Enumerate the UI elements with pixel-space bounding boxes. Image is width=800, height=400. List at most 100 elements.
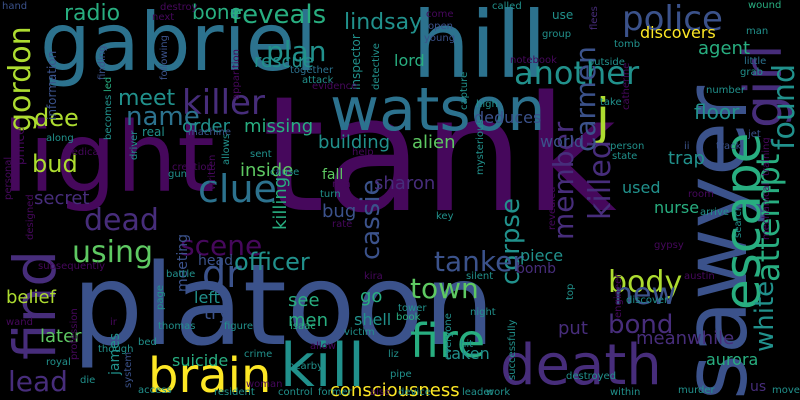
cloud-word-help: help xyxy=(352,147,374,158)
cloud-word-notebook: notebook xyxy=(510,55,557,66)
cloud-word-death: death xyxy=(500,333,662,398)
cloud-word-consciousness: consciousness xyxy=(330,380,460,400)
cloud-word-isaac: isaac xyxy=(290,321,316,332)
cloud-word-floor: floor xyxy=(694,100,740,124)
cloud-word-crime: crime xyxy=(244,349,273,360)
cloud-word-tower: tower xyxy=(398,303,427,314)
cloud-word-number: number xyxy=(706,85,746,96)
cloud-word-prince: prince xyxy=(13,127,27,165)
cloud-word-though: though xyxy=(98,344,134,355)
cloud-word-bomb: bomb xyxy=(516,261,556,277)
cloud-word-book: book xyxy=(396,312,421,323)
cloud-word-arrive: arrive xyxy=(700,207,730,218)
cloud-word-access: access xyxy=(138,385,172,396)
cloud-word-allow: allow xyxy=(310,341,336,352)
cloud-word-apparition: apparition xyxy=(231,49,242,100)
cloud-word-trap: trap xyxy=(668,148,705,169)
cloud-word-former: former xyxy=(318,387,352,398)
cloud-word-designed: designed xyxy=(25,194,36,240)
cloud-word-light: light xyxy=(2,102,215,214)
cloud-word-control: control xyxy=(278,387,313,398)
cloud-word-page: page xyxy=(155,285,166,310)
cloud-word-police: police xyxy=(622,0,723,39)
cloud-word-bug: bug xyxy=(322,201,357,222)
cloud-word-finding: finding xyxy=(97,45,108,80)
cloud-word-come: come xyxy=(426,9,454,20)
cloud-word-liz: liz xyxy=(388,349,399,360)
cloud-word-tanker: tanker xyxy=(434,245,524,278)
cloud-word-scene: scene xyxy=(180,229,263,262)
cloud-word-rate: rate xyxy=(332,219,353,230)
cloud-word-battle: battle xyxy=(166,269,196,280)
cloud-word-room: room xyxy=(688,189,714,200)
cloud-word-meet: meet xyxy=(118,86,176,111)
cloud-word-missing: missing xyxy=(244,116,314,137)
cloud-word-tomb: tomb xyxy=(614,39,641,50)
cloud-word-rescue: rescue xyxy=(254,51,314,72)
cloud-word-deduces: deduces xyxy=(474,108,542,127)
cloud-word-gun: gun xyxy=(168,169,188,180)
cloud-word-nearby: nearby xyxy=(288,361,323,372)
cloud-word-turn: turn xyxy=(320,189,341,200)
cloud-word-jet: jet xyxy=(748,129,761,140)
cloud-word-evidence: evidence xyxy=(312,81,358,92)
cloud-word-radio: radio xyxy=(64,1,121,26)
cloud-word-discovers: discovers xyxy=(640,23,716,42)
cloud-word-thomas: thomas xyxy=(158,321,196,332)
cloud-word-order: order xyxy=(182,116,230,137)
cloud-word-also: also xyxy=(370,387,391,398)
cloud-word-head: head xyxy=(198,253,233,269)
cloud-word-meanwhile: meanwhile xyxy=(636,328,735,349)
cloud-word-little: little xyxy=(744,56,767,67)
cloud-word-resident: resident xyxy=(214,387,255,398)
cloud-word-training: training xyxy=(761,137,772,176)
cloud-word-piece: piece xyxy=(520,246,564,265)
cloud-word-town: town xyxy=(410,272,479,305)
cloud-word-try: try xyxy=(204,303,230,324)
cloud-word-nurse: nurse xyxy=(654,198,700,217)
cloud-word-hit: hit xyxy=(460,339,474,350)
cloud-word-clue: clue xyxy=(198,167,277,211)
cloud-word-put: put xyxy=(558,318,588,339)
cloud-word-meeting: meeting xyxy=(175,233,191,292)
cloud-word-men: men xyxy=(288,310,329,331)
cloud-word-next: next xyxy=(152,12,175,23)
cloud-word-use: use xyxy=(552,8,574,22)
cloud-word-watson: watson xyxy=(330,75,546,145)
cloud-word-flees: flees xyxy=(589,6,600,30)
cloud-word-shell: shell xyxy=(354,310,392,329)
cloud-word-secret: secret xyxy=(34,188,90,209)
cloud-word-agent: agent xyxy=(698,38,750,59)
cloud-word-belief: belief xyxy=(6,287,56,308)
cloud-word-person: person xyxy=(610,141,645,152)
cloud-word-see: see xyxy=(288,290,320,311)
cloud-word-later: later xyxy=(40,326,82,347)
cloud-word-information: information xyxy=(45,50,59,120)
cloud-word-medical: medical xyxy=(62,147,102,158)
cloud-word-austin: austin xyxy=(684,271,715,282)
cloud-word-die: die xyxy=(80,375,96,386)
cloud-word-fall: fall xyxy=(322,167,344,183)
cloud-word-us: us xyxy=(750,379,767,395)
cloud-word-detective: detective xyxy=(371,43,382,90)
cloud-word-platoon: platoon xyxy=(72,241,495,371)
cloud-word-high: high xyxy=(476,99,498,110)
cloud-word-plan: plan xyxy=(266,35,327,68)
cloud-word-tank: tank xyxy=(262,61,617,248)
cloud-word-bone: bone xyxy=(192,0,242,24)
cloud-word-within: within xyxy=(610,387,641,398)
cloud-word-lord: lord xyxy=(394,51,425,70)
cloud-word-sent: sent xyxy=(250,149,272,160)
cloud-word-bed: bed xyxy=(138,337,157,348)
cloud-word-machine: machine xyxy=(188,127,231,138)
cloud-word-new: new xyxy=(614,277,677,312)
cloud-word-building: building xyxy=(318,132,391,153)
cloud-word-found: found xyxy=(767,64,800,150)
cloud-word-destroy: destroy xyxy=(160,2,198,13)
cloud-word-world: world xyxy=(540,132,585,151)
cloud-word-officer: officer xyxy=(234,248,310,276)
cloud-word-figure: figure xyxy=(224,321,254,332)
cloud-word-bud: bud xyxy=(32,150,78,178)
cloud-word-subsequently: subsequently xyxy=(38,261,106,272)
